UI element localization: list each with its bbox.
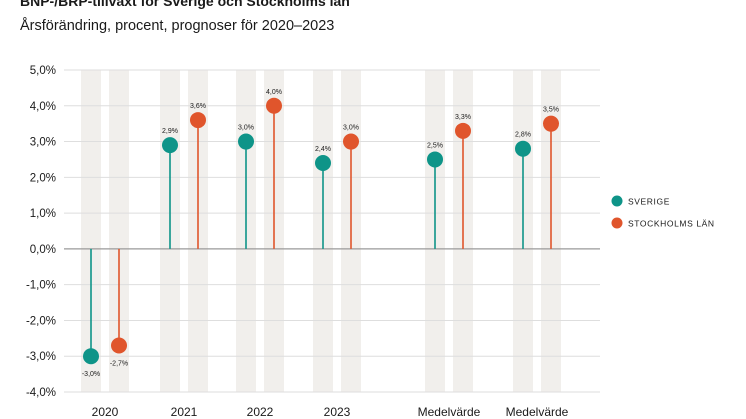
data-label: 3,5% — [543, 107, 559, 114]
legend-marker — [611, 217, 623, 229]
legend-label: STOCKHOLMS LÄN — [628, 219, 715, 229]
background-band — [81, 70, 101, 392]
lollipop-dot — [315, 155, 331, 172]
data-label: 2,5% — [427, 142, 443, 149]
y-tick-label: -2,0% — [26, 315, 56, 327]
y-tick-label: 0,0% — [30, 244, 56, 256]
y-tick-label: 4,0% — [30, 101, 56, 113]
background-band — [109, 70, 129, 392]
data-label: -2,7% — [110, 360, 128, 367]
chart-subtitle: Årsförändring, procent, prognoser för 20… — [20, 18, 335, 34]
lollipop-dot — [543, 115, 559, 132]
lollipop-dot — [427, 151, 443, 168]
data-label: 2,4% — [315, 146, 331, 153]
x-category-label: Medelvärde — [506, 405, 569, 419]
data-label: 3,3% — [455, 114, 471, 121]
y-tick-label: -3,0% — [26, 351, 56, 363]
data-label: 2,9% — [162, 128, 178, 135]
legend-marker — [611, 195, 623, 207]
lollipop-dot — [111, 337, 127, 354]
y-tick-label: 5,0% — [30, 65, 56, 77]
chart-title: BNP-/BRP-tillväxt för Sverige och Stockh… — [20, 0, 350, 9]
lollipop-dot — [343, 133, 359, 150]
data-label: 3,0% — [238, 125, 254, 132]
y-tick-label: -1,0% — [26, 280, 56, 292]
x-category-label: 2023 — [324, 405, 351, 419]
data-label: -3,0% — [82, 371, 100, 378]
data-label: 2,8% — [515, 132, 531, 139]
lollipop-dot — [238, 133, 254, 150]
x-category-label: 2020 — [92, 405, 119, 419]
y-tick-label: -4,0% — [26, 387, 56, 399]
data-label: 3,0% — [343, 125, 359, 132]
lollipop-dot — [83, 348, 99, 365]
x-category-label: Medelvärde — [418, 405, 481, 419]
data-label: 3,6% — [190, 103, 206, 110]
x-category-label: 2022 — [247, 405, 274, 419]
y-tick-label: 3,0% — [30, 137, 56, 149]
lollipop-dot — [162, 137, 178, 154]
y-tick-label: 2,0% — [30, 172, 56, 184]
lollipop-dot — [266, 97, 282, 114]
data-label: 4,0% — [266, 89, 282, 96]
lollipop-dot — [455, 122, 471, 139]
y-tick-label: 1,0% — [30, 208, 56, 220]
legend-label: SVERIGE — [628, 197, 670, 207]
lollipop-dot — [190, 112, 206, 129]
lollipop-dot — [515, 140, 531, 157]
x-category-label: 2021 — [171, 405, 198, 419]
